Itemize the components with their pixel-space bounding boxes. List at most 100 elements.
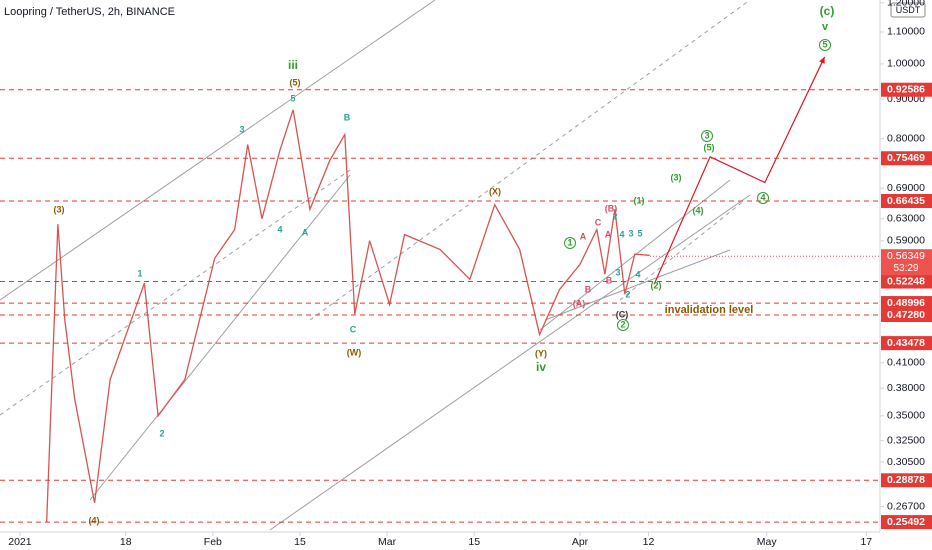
wave-label: (B) bbox=[605, 203, 618, 213]
x-tick-label: Feb bbox=[204, 536, 222, 548]
x-tick-label: 17 bbox=[860, 536, 872, 548]
x-tick-label: 12 bbox=[643, 536, 655, 548]
level-box bbox=[881, 193, 932, 208]
level-label: 0.25492 bbox=[887, 516, 925, 528]
x-tick-label: 2021 bbox=[8, 536, 32, 548]
wave-label: A bbox=[580, 231, 587, 241]
wave-label: 2 bbox=[625, 289, 630, 299]
x-tick-label: Apr bbox=[572, 536, 589, 548]
x-tick-label: Mar bbox=[378, 536, 397, 548]
y-tick-label: 0.38000 bbox=[887, 382, 925, 394]
level-box bbox=[881, 336, 932, 351]
x-tick-label: 18 bbox=[120, 536, 132, 548]
wave-label: (W) bbox=[347, 347, 362, 357]
wave-label: A bbox=[605, 229, 612, 239]
wave-label: 1 bbox=[567, 237, 572, 247]
wave-circle bbox=[701, 130, 713, 142]
trend-lines bbox=[0, 0, 751, 531]
wave-label: iv bbox=[536, 360, 546, 374]
wave-label: 5 bbox=[290, 93, 295, 103]
currency: USDT bbox=[896, 5, 921, 15]
wave-label: 3 bbox=[615, 267, 620, 277]
wave-label: (X) bbox=[489, 186, 501, 196]
wave-label: 5 bbox=[822, 39, 827, 49]
wave-label: B bbox=[344, 112, 351, 122]
wave-label: 4 bbox=[760, 192, 765, 202]
wave-label: B bbox=[606, 275, 613, 285]
level-label: 0.48996 bbox=[887, 297, 925, 309]
x-tick-label: May bbox=[757, 536, 778, 548]
y-tick-label: 0.80000 bbox=[887, 132, 925, 144]
wave-label: (4) bbox=[693, 205, 704, 215]
current-price-box bbox=[881, 249, 932, 276]
wave-label: (Y) bbox=[535, 348, 547, 358]
level-label: 0.92586 bbox=[887, 84, 925, 96]
projection-line bbox=[653, 56, 826, 285]
level-label: 0.75469 bbox=[887, 152, 925, 164]
y-tick-label: 0.32500 bbox=[887, 434, 925, 446]
level-label: 0.66435 bbox=[887, 195, 925, 207]
wave-label: v bbox=[822, 21, 829, 33]
wave-label: 3 bbox=[704, 130, 709, 140]
wave-label: 4 bbox=[619, 229, 624, 239]
wave-label: 2 bbox=[620, 319, 625, 329]
current-price-label: 0.56349 bbox=[887, 250, 925, 262]
arrow-head bbox=[819, 56, 825, 64]
wave-label: iii bbox=[288, 58, 298, 72]
price-line bbox=[46, 109, 650, 523]
wave-label: 4 bbox=[277, 224, 282, 234]
x-tick-label: 15 bbox=[468, 536, 480, 548]
level-label: 0.52248 bbox=[887, 275, 925, 287]
y-tick-label: 1.10000 bbox=[887, 26, 925, 38]
wave-label: C bbox=[595, 217, 602, 227]
level-box bbox=[881, 296, 932, 311]
wave-label: B bbox=[585, 284, 592, 294]
chart-title: Loopring / TetherUS, 2h, BINANCE bbox=[4, 6, 175, 18]
level-box bbox=[881, 82, 932, 97]
wave-label: 2 bbox=[159, 428, 164, 438]
wave-label: (5) bbox=[290, 77, 301, 87]
wave-label: (c) bbox=[820, 4, 835, 18]
annotation: invalidation level bbox=[665, 304, 754, 316]
wave-label: 2 bbox=[612, 211, 617, 221]
y-tick-label: 1.20000 bbox=[887, 0, 925, 9]
wave-circle bbox=[564, 237, 576, 249]
level-label: 0.43478 bbox=[887, 337, 925, 349]
y-tick-label: 0.63000 bbox=[887, 213, 925, 225]
y-tick-label: 0.26700 bbox=[887, 500, 925, 512]
y-tick-label: 1.00000 bbox=[887, 58, 925, 70]
wave-label: (3) bbox=[671, 172, 682, 182]
level-box bbox=[881, 308, 932, 323]
wave-label: 3 bbox=[239, 124, 244, 134]
level-box bbox=[881, 274, 932, 289]
level-box bbox=[881, 515, 932, 530]
x-tick-label: 15 bbox=[294, 536, 306, 548]
wave-label: 3 bbox=[628, 228, 633, 238]
countdown: 53:29 bbox=[893, 263, 918, 274]
level-box bbox=[881, 151, 932, 166]
currency-box bbox=[890, 2, 926, 18]
y-tick-label: 0.69000 bbox=[887, 182, 925, 194]
y-tick-label: 0.35000 bbox=[887, 410, 925, 422]
wave-circle bbox=[757, 192, 769, 204]
y-tick-label: 0.30500 bbox=[887, 456, 925, 468]
wave-label: (5) bbox=[704, 142, 715, 152]
wave-label: (1) bbox=[634, 195, 645, 205]
level-label: 0.47280 bbox=[887, 309, 925, 321]
wave-label: (4) bbox=[89, 515, 100, 525]
wave-label: (C) bbox=[616, 309, 629, 319]
wave-label: C bbox=[350, 324, 357, 334]
wave-circle bbox=[819, 39, 831, 51]
y-tick-label: 0.59000 bbox=[887, 235, 925, 247]
y-tick-label: 0.41000 bbox=[887, 357, 925, 369]
level-box bbox=[881, 473, 932, 488]
wave-label: 1 bbox=[137, 268, 142, 278]
wave-circle bbox=[617, 319, 629, 331]
wave-label: (2) bbox=[651, 280, 662, 290]
wave-label: 4 bbox=[635, 269, 640, 279]
level-label: 0.28878 bbox=[887, 474, 925, 486]
wave-label: 5 bbox=[637, 228, 642, 238]
wave-label: (A) bbox=[573, 298, 586, 308]
wave-label: (3) bbox=[54, 204, 65, 214]
